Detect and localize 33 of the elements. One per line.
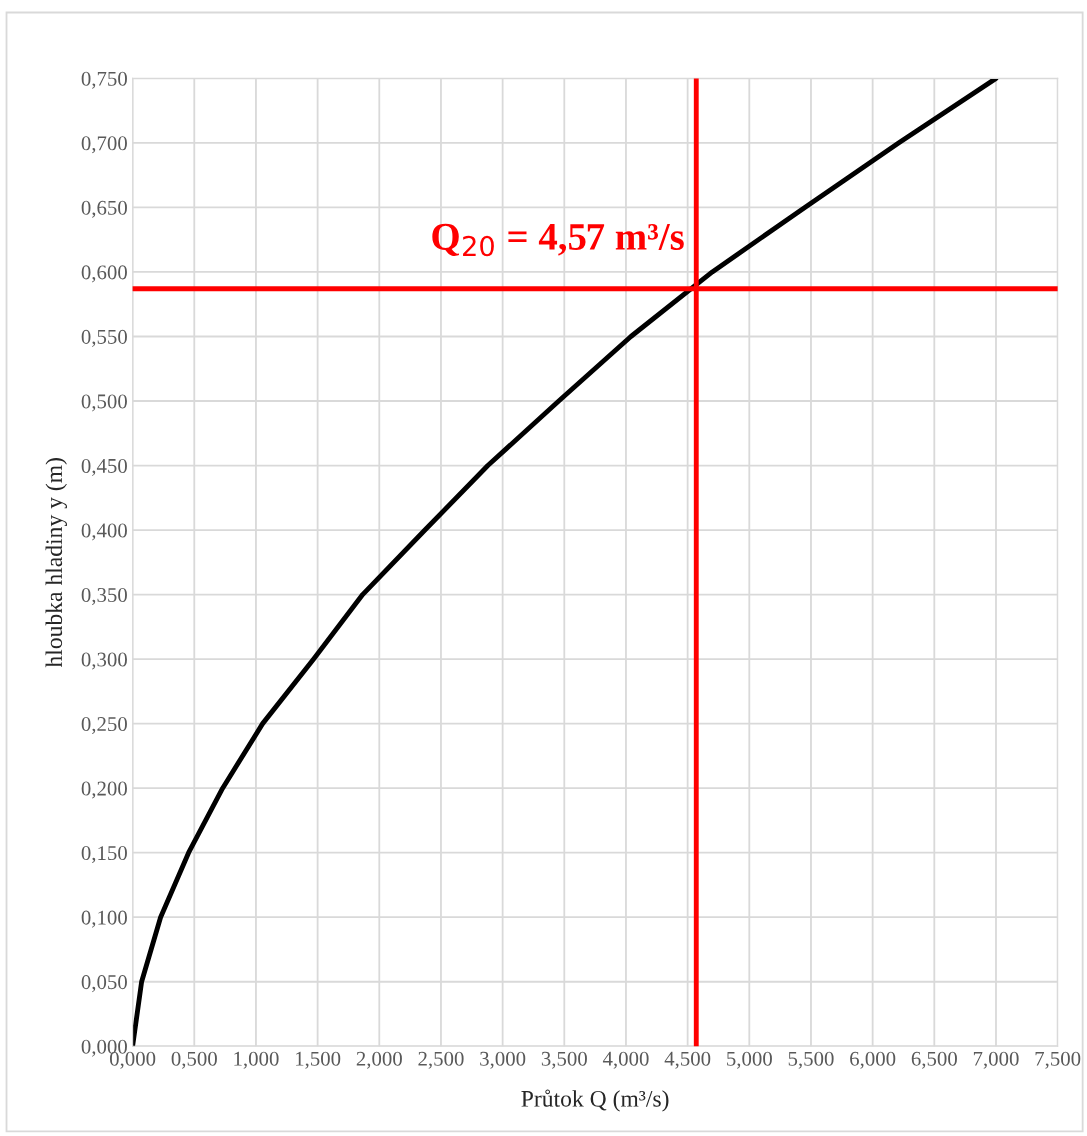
y-tick-label: 0,650: [81, 200, 127, 218]
x-tick-label: 3,000: [480, 1051, 526, 1069]
x-tick-label: 2,500: [418, 1051, 464, 1069]
x-tick-label: 1,500: [296, 1051, 341, 1069]
y-tick-label: 0,100: [81, 910, 127, 928]
x-tick-label: 3,500: [541, 1051, 587, 1069]
y-tick-label: 0,500: [81, 394, 127, 412]
x-tick-label: 4,000: [602, 1051, 649, 1069]
y-tick-label: 0,550: [81, 329, 127, 347]
y-axis-title: hloubka hladiny y (m): [45, 458, 67, 668]
y-tick-label: 0,050: [81, 975, 127, 993]
y-tick-label: 0,250: [81, 717, 127, 735]
x-tick-label: 5,500: [788, 1051, 834, 1069]
y-tick-label: 0,200: [81, 781, 127, 799]
x-tick-label: 7,000: [973, 1051, 1019, 1069]
x-tick-label: 6,000: [850, 1051, 896, 1069]
y-tick-label: 0,300: [81, 652, 127, 670]
y-tick-label: 0,750: [81, 71, 127, 89]
x-tick-label: 4,500: [664, 1051, 711, 1069]
annotation: Q$_{20}$ = 4,57 m³/s: [432, 223, 684, 257]
x-axis-title: Průtok Q (m³/s): [521, 1089, 669, 1112]
y-tick-label: 0,600: [81, 265, 127, 283]
y-tick-label: 0,450: [81, 458, 127, 476]
x-tick-label: 6,500: [911, 1051, 957, 1069]
x-tick-label: 0,500: [171, 1051, 217, 1069]
y-tick-label: 0,350: [81, 587, 127, 606]
x-tick-label: 1,000: [234, 1051, 279, 1069]
y-tick-label: 0,150: [81, 846, 127, 864]
x-tick-label: 5,000: [727, 1051, 772, 1069]
x-tick-label: 2,000: [356, 1051, 402, 1069]
y-tick-label: 0,400: [81, 523, 127, 541]
y-tick-label: 0,700: [81, 136, 127, 154]
x-tick-label: 7,500: [1035, 1051, 1081, 1069]
